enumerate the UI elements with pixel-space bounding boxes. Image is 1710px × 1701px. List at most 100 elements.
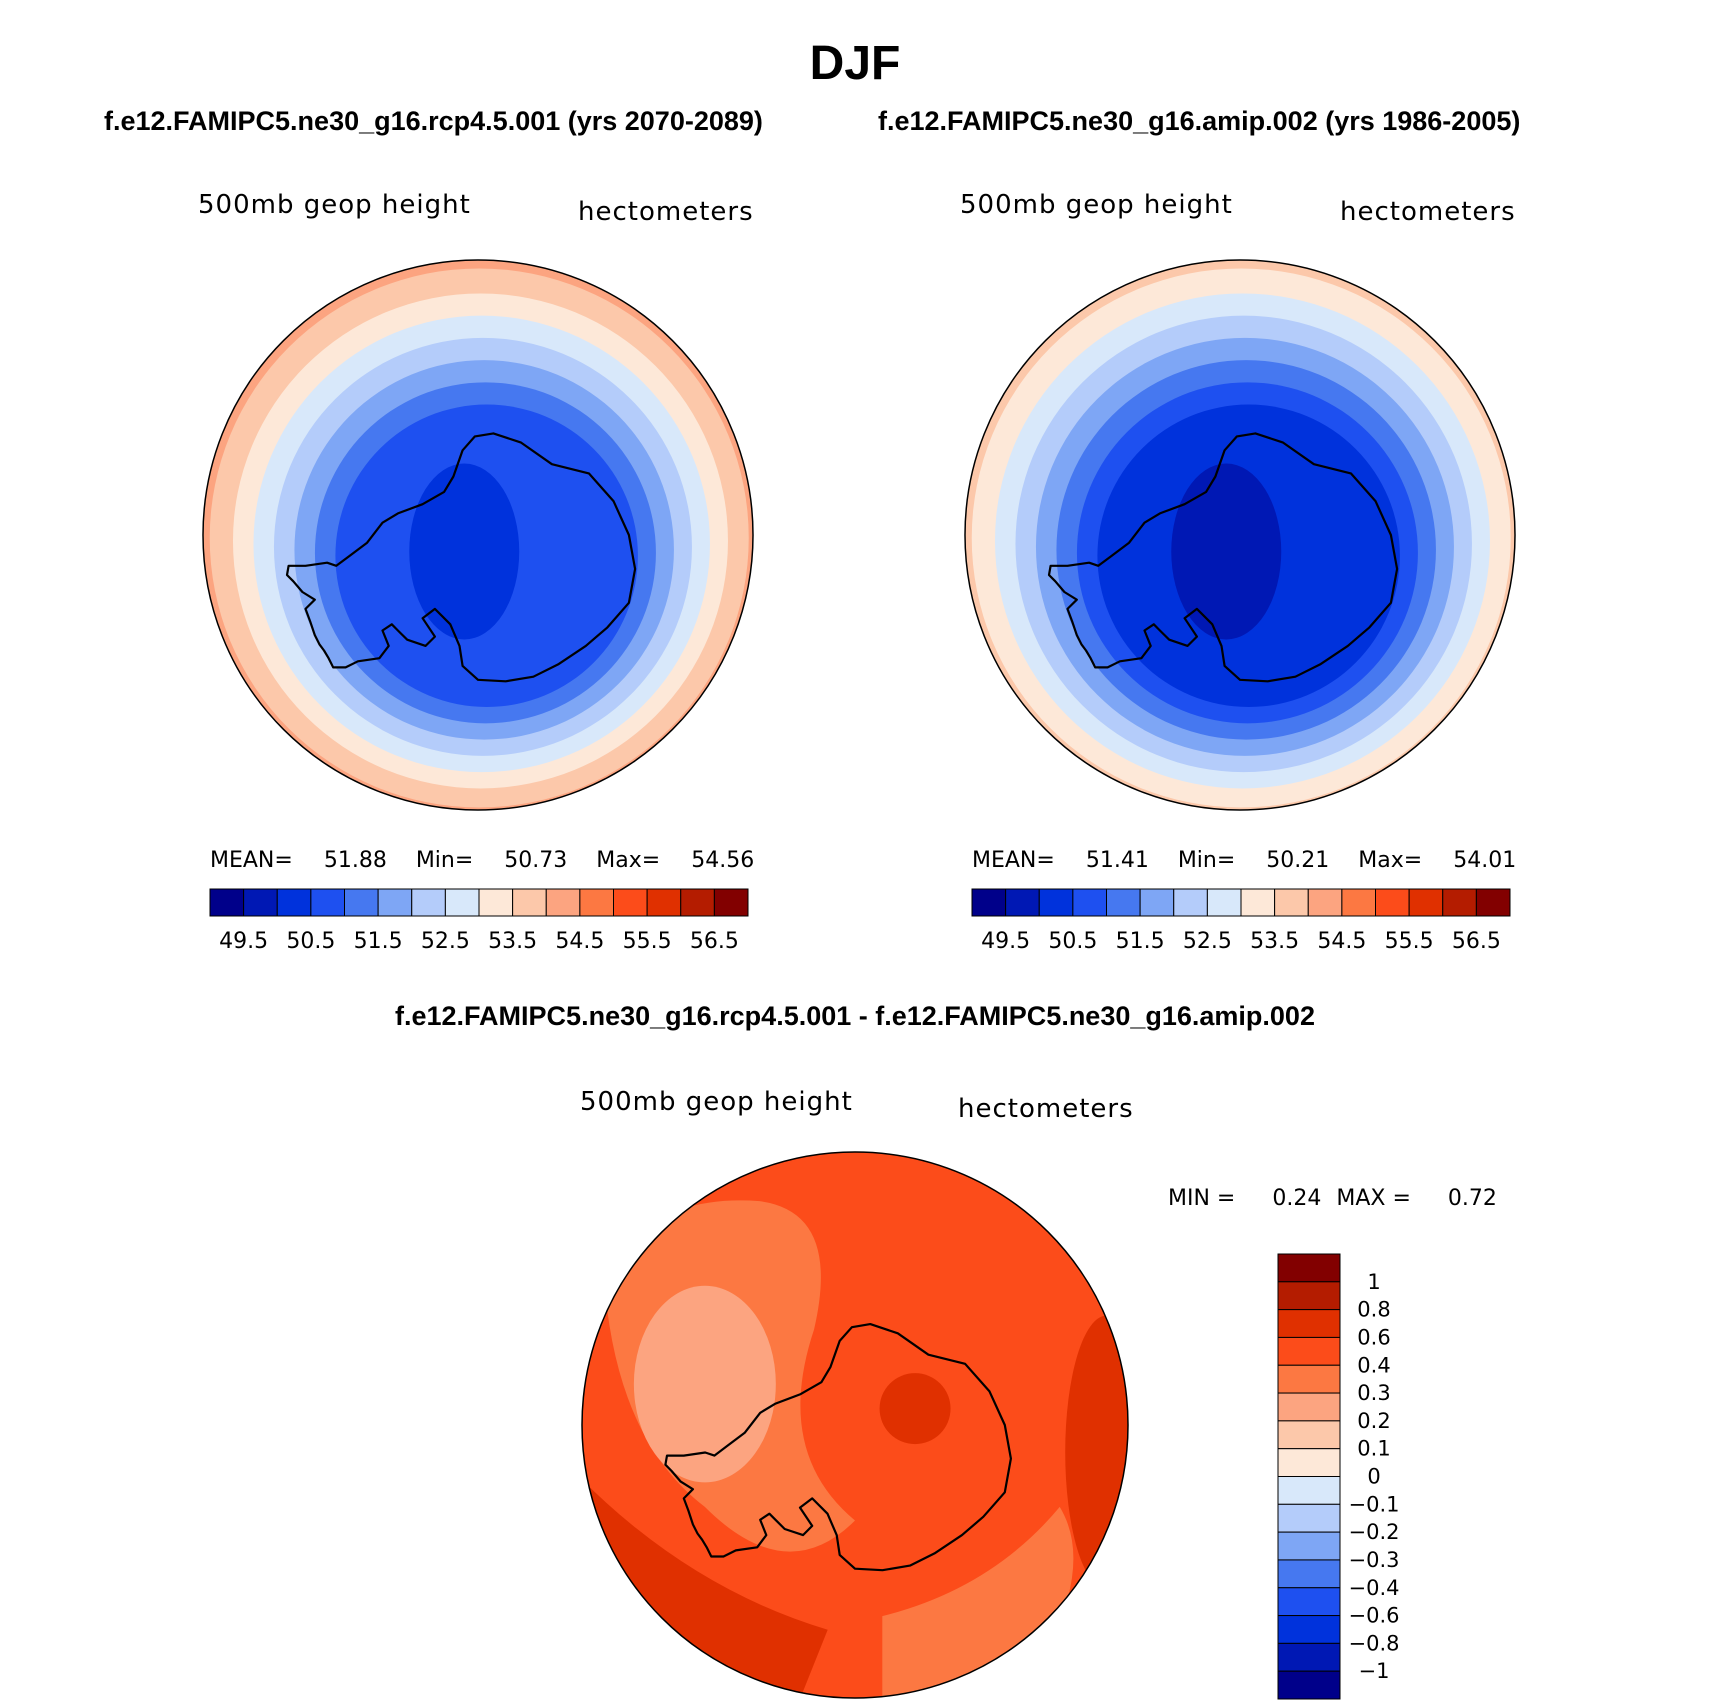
right-mean-value: 51.41: [1085, 848, 1149, 873]
figure-title: DJF: [809, 37, 901, 90]
right-panel-header: f.e12.FAMIPC5.ne30_g16.amip.002 (yrs 198…: [878, 106, 1521, 136]
colorbar-tick-label: 0: [1367, 1465, 1380, 1489]
right-max-label: Max=: [1358, 848, 1423, 873]
colorbar-box: [1277, 1642, 1341, 1672]
left-max-value: 54.56: [691, 848, 755, 873]
colorbar-box: [377, 888, 413, 917]
colorbar-tick-label: 0.4: [1357, 1353, 1390, 1377]
colorbar-box: [1408, 888, 1444, 917]
colorbar-box: [579, 888, 614, 917]
left-stats: MEAN= 51.88 Min= 50.73 Max= 54.56: [210, 848, 754, 873]
colorbar-tick-label: −0.3: [1349, 1548, 1400, 1572]
colorbar-tick-label: 52.5: [421, 929, 470, 954]
contour-band: [1065, 1315, 1128, 1589]
colorbar-tick-label: 54.5: [1317, 929, 1366, 954]
colorbar-tick-label: −0.6: [1349, 1604, 1400, 1628]
colorbar-tick-label: 53.5: [1250, 929, 1299, 954]
colorbar-box: [1005, 888, 1040, 917]
colorbar-box: [1038, 888, 1074, 917]
colorbar-tick-label: 56.5: [690, 929, 739, 954]
diff-colorbar: 1 0.8 0.6 0.4 0.3 0.2 0.1 0 −0.1 −0.2 −0.3 −0.4 −0.6…: [1277, 1253, 1400, 1700]
colorbar-box: [1277, 1476, 1341, 1505]
colorbar-box: [1375, 888, 1410, 917]
polar-map-1: [202, 259, 754, 811]
left-units-label: hectometers: [578, 197, 754, 227]
colorbar-box: [1277, 1253, 1341, 1283]
right-mean-label: MEAN=: [972, 848, 1055, 873]
colorbar-box: [1277, 1531, 1341, 1561]
left-mean-value: 51.88: [323, 848, 387, 873]
colorbar-box: [1341, 888, 1376, 917]
right-min-label: Min=: [1177, 848, 1236, 873]
colorbar-box: [1173, 888, 1208, 917]
colorbar-tick-label: 49.5: [981, 929, 1030, 954]
colorbar-box: [1206, 888, 1242, 917]
colorbar-tick-label: −0.2: [1349, 1520, 1400, 1544]
colorbar-tick-label: −0.8: [1349, 1631, 1400, 1655]
colorbar-box: [1277, 1615, 1341, 1644]
colorbar-box: [1277, 1364, 1341, 1394]
colorbar-tick-label: 0.2: [1357, 1409, 1390, 1433]
map-boundary: [202, 259, 754, 811]
map-boundary: [581, 1151, 1129, 1699]
colorbar-box: [1277, 1559, 1341, 1589]
colorbar-box: [1277, 1392, 1341, 1422]
colorbar-box: [243, 888, 278, 917]
right-max-value: 54.01: [1453, 848, 1517, 873]
colorbar-box: [478, 888, 514, 917]
diff-min-value: 0.24: [1272, 1186, 1322, 1211]
left-min-label: Min=: [415, 848, 474, 873]
colorbar-box: [1106, 888, 1141, 917]
colorbar-tick-label: 0.8: [1357, 1298, 1390, 1322]
colorbar-box: [1072, 888, 1107, 917]
right-stats: MEAN= 51.41 Min= 50.21 Max= 54.01: [972, 848, 1516, 873]
antarctica-coastline: [1047, 432, 1399, 683]
contour-low: [1171, 463, 1282, 640]
colorbar-tick-label: 51.5: [354, 929, 403, 954]
colorbar-box: [209, 888, 245, 917]
left-variable-label: 500mb geop height: [198, 190, 471, 220]
colorbar-2: 49.5 50.5 51.5 52.5 53.5 54.5 55.5 56.5: [971, 888, 1511, 954]
colorbar-tick-label: 0.6: [1357, 1325, 1390, 1349]
colorbar-box: [1274, 888, 1309, 917]
colorbar-tick-label: 0.3: [1357, 1381, 1390, 1405]
colorbar-tick-label: 50.5: [1048, 929, 1097, 954]
colorbar-box: [1277, 1420, 1341, 1450]
left-panel-header: f.e12.FAMIPC5.ne30_g16.rcp4.5.001 (yrs 2…: [104, 106, 763, 136]
colorbar-tick-label: −0.4: [1349, 1576, 1400, 1600]
diff-variable-label: 500mb geop height: [580, 1087, 853, 1117]
colorbar-box: [1277, 1587, 1341, 1617]
left-max-label: Max=: [596, 848, 661, 873]
colorbar-tick-label: −1: [1359, 1659, 1390, 1683]
colorbar-box: [1442, 888, 1477, 917]
colorbar-tick-label: 51.5: [1116, 929, 1165, 954]
colorbar-tick-label: 49.5: [219, 929, 268, 954]
colorbar-box: [1277, 1281, 1341, 1311]
antarctica-coastline: [285, 432, 637, 683]
colorbar-box: [276, 888, 312, 917]
polar-map-2: [964, 259, 1516, 811]
colorbar-box: [1277, 1670, 1341, 1700]
colorbar-box: [411, 888, 446, 917]
colorbar-tick-label: 56.5: [1452, 929, 1501, 954]
colorbar-box: [310, 888, 345, 917]
colorbar-1: 49.5 50.5 51.5 52.5 53.5 54.5 55.5 56.5: [209, 888, 749, 954]
colorbar-tick-label: 55.5: [623, 929, 672, 954]
colorbar-tick-label: 55.5: [1385, 929, 1434, 954]
diff-panel-header: f.e12.FAMIPC5.ne30_g16.rcp4.5.001 - f.e1…: [395, 1001, 1315, 1031]
right-variable-label: 500mb geop height: [960, 190, 1233, 220]
colorbar-box: [971, 888, 1007, 917]
contour-low: [409, 463, 520, 640]
colorbar-box: [1475, 888, 1511, 917]
left-mean-label: MEAN=: [210, 848, 293, 873]
colorbar-box: [680, 888, 715, 917]
colorbar-box: [713, 888, 749, 917]
colorbar-tick-label: 54.5: [555, 929, 604, 954]
diff-units-label: hectometers: [958, 1094, 1134, 1124]
contour-max: [879, 1373, 951, 1445]
contour-band: [633, 1285, 776, 1483]
diff-stats: MIN = 0.24 MAX = 0.72: [1168, 1186, 1497, 1211]
colorbar-box: [1277, 1336, 1341, 1366]
colorbar-box: [1240, 888, 1276, 917]
